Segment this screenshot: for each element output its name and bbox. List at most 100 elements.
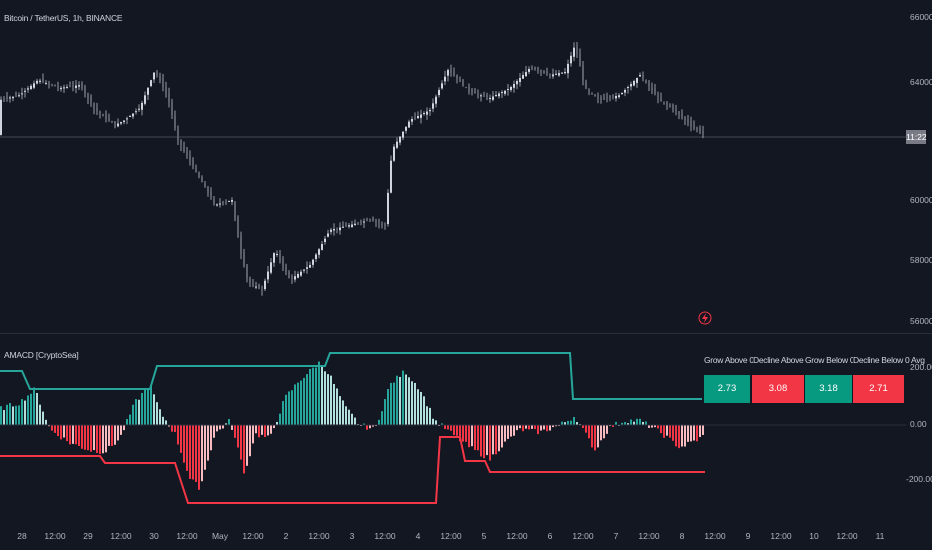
candle-body [111, 121, 113, 123]
histogram-bar [27, 395, 29, 425]
histogram-bar [174, 425, 176, 432]
candle-body [378, 221, 380, 223]
histogram-bar [702, 425, 704, 435]
indicator-axis-label: -200.00 [906, 474, 932, 484]
histogram-bar [366, 425, 368, 430]
candle-body [330, 229, 332, 232]
candle-body [36, 80, 38, 84]
candle-body [543, 70, 545, 73]
histogram-bar [303, 377, 305, 425]
candle-body [489, 98, 491, 99]
candle-body [669, 104, 671, 107]
lightning-bolt-icon[interactable] [698, 311, 712, 325]
histogram-bar [108, 425, 110, 446]
candle-body [603, 98, 605, 100]
histogram-bar [210, 425, 212, 451]
histogram-bar [516, 425, 518, 431]
histogram-bar [84, 425, 86, 450]
candle-body [537, 68, 539, 71]
candle-body [261, 289, 263, 291]
histogram-bar [294, 384, 296, 425]
candle-body [324, 238, 326, 243]
candle-body [654, 88, 656, 94]
candle-body [174, 115, 176, 128]
histogram-bar [297, 382, 299, 425]
candle-body [204, 184, 206, 188]
candle-body [78, 85, 80, 87]
table-header: Decline Above 0 Avg [753, 348, 825, 372]
histogram-bar [258, 425, 260, 438]
candle-body [528, 69, 530, 72]
histogram-bar [204, 425, 206, 470]
histogram-bar [555, 425, 557, 427]
time-label: 12:00 [440, 531, 462, 541]
candle-body [285, 266, 287, 272]
candle-body [621, 93, 623, 94]
candle-body [165, 87, 167, 94]
histogram-bar [171, 425, 173, 432]
candle-body [291, 276, 293, 279]
candle-body [519, 78, 521, 83]
histogram-bar [339, 396, 341, 425]
candle-body [582, 64, 584, 80]
candle-body [363, 221, 365, 223]
histogram-bar [507, 425, 509, 439]
pane-divider[interactable] [0, 333, 932, 334]
indicator-title[interactable]: AMACD [CryptoSea] [4, 350, 79, 360]
histogram-bar [348, 409, 350, 425]
candle-body [264, 280, 266, 290]
histogram-bar [633, 421, 635, 425]
candle-body [666, 102, 668, 105]
last-price-badge: 11:22 [906, 130, 927, 144]
histogram-bar [24, 400, 26, 425]
candle-body [639, 75, 641, 77]
candle-body [375, 220, 377, 222]
histogram-bar [441, 423, 443, 425]
histogram-bar [567, 420, 569, 425]
candle-body [339, 227, 341, 231]
time-label: 8 [679, 531, 685, 541]
histogram-bar [201, 425, 203, 482]
histogram-bar [408, 377, 410, 425]
time-label: 5 [481, 531, 487, 541]
candle-body [606, 97, 608, 99]
candle-body [138, 108, 140, 110]
histogram-bar [570, 420, 572, 425]
candle-body [222, 201, 224, 203]
candle-body [243, 252, 245, 266]
time-label: 28 [17, 531, 27, 541]
histogram-bar [207, 425, 209, 461]
candle-body [699, 128, 701, 132]
histogram-bar [450, 425, 452, 431]
candle-body [387, 192, 389, 225]
histogram-bar [372, 425, 374, 427]
candle-body [576, 47, 578, 54]
candle-body [672, 105, 674, 109]
candle-body [414, 117, 416, 119]
histogram-bar [255, 425, 257, 434]
histogram-bar [396, 375, 398, 425]
histogram-bar [600, 425, 602, 441]
symbol-title[interactable]: Bitcoin / TetherUS, 1h, BINANCE [4, 13, 123, 23]
candle-body [396, 141, 398, 148]
histogram-bar [468, 425, 470, 448]
time-label: 12:00 [44, 531, 66, 541]
histogram-bar [471, 425, 473, 447]
histogram-bar [654, 425, 656, 428]
candle-body [477, 93, 479, 95]
time-label: 3 [349, 531, 355, 541]
candle-body [144, 95, 146, 104]
histogram-bar [453, 425, 455, 436]
candle-body [474, 90, 476, 94]
candle-body [420, 114, 422, 118]
histogram-bar [270, 425, 272, 434]
time-label: 12:00 [176, 531, 198, 541]
histogram-bar [630, 419, 632, 425]
candle-body [567, 63, 569, 74]
time-label: 12:00 [242, 531, 264, 541]
candle-body [408, 121, 410, 128]
candle-body [573, 47, 575, 57]
histogram-bar [324, 371, 326, 425]
histogram-bar [384, 399, 386, 425]
